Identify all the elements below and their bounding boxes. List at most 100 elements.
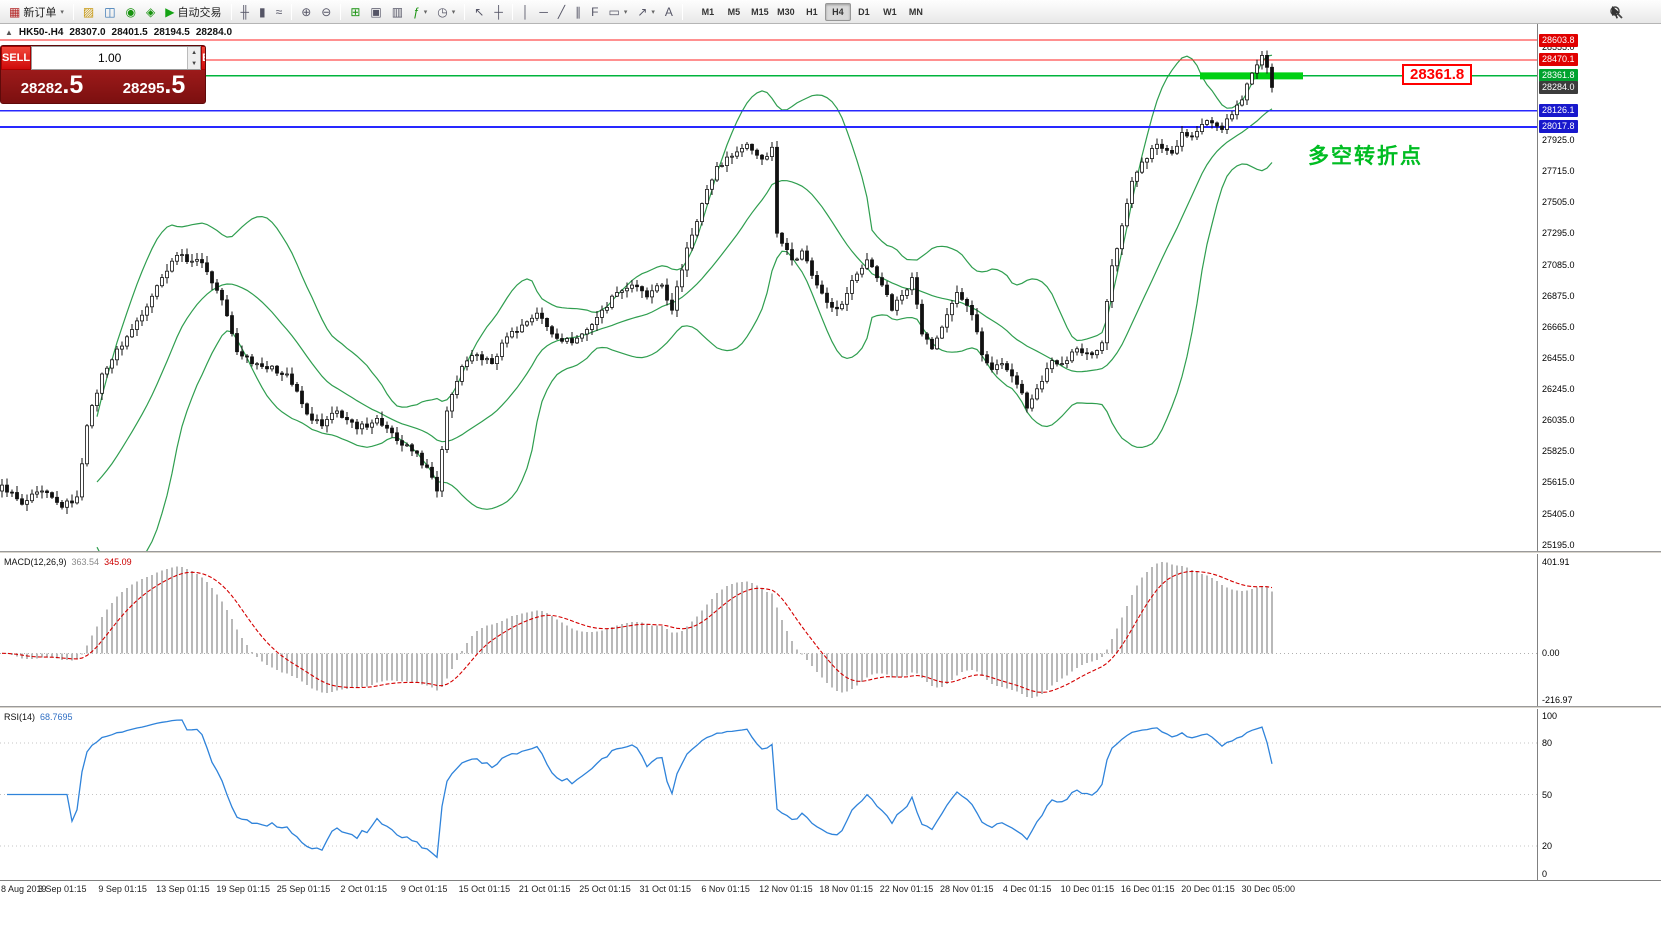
market-watch-button[interactable]: ◉ (121, 2, 141, 22)
candle-bull (995, 364, 999, 370)
candle-bear (20, 498, 24, 505)
horizontal-line-tool-button[interactable]: ─ (534, 2, 553, 22)
chart-bars-button[interactable]: ╫ (236, 2, 255, 22)
timeframe-h4[interactable]: H4 (824, 2, 851, 21)
timeframe-m30[interactable]: M30 (773, 3, 799, 21)
chart-line-button[interactable]: ≈ (271, 2, 288, 22)
timeframe-m1[interactable]: M1 (695, 3, 721, 21)
candle-bull (700, 203, 704, 223)
chart-candles-button[interactable]: ▮ (254, 2, 271, 22)
add-indicator-button[interactable]: ƒ ▾ (408, 2, 432, 22)
crosshair-tool-button[interactable]: ┼ (489, 2, 508, 22)
candle-bear (410, 444, 414, 452)
candle-bear (415, 450, 419, 454)
volume-step-down-button[interactable]: ▼ (188, 58, 201, 69)
tile-windows-icon: ⊞ (350, 4, 361, 19)
price-line-badge[interactable]: 28361.8 (1539, 69, 1578, 83)
bollinger-lower-band (96, 162, 1273, 551)
time-axis[interactable]: 8 Aug 2019 3 Sep 01:15 9 Sep 01:15 13 Sep 0… (0, 881, 1537, 947)
time-tick-label: 6 Nov 01:15 (701, 884, 750, 894)
buy-button[interactable]: BUY (201, 46, 205, 70)
candle-bull (740, 148, 744, 153)
price-line-badge[interactable]: 28017.8 (1539, 120, 1578, 134)
time-tick-label: 21 Oct 01:15 (518, 884, 571, 894)
fibonacci-tool-button[interactable]: F (586, 2, 603, 22)
candle-bear (480, 354, 484, 361)
timeframe-d1[interactable]: D1 (851, 3, 877, 21)
macd-histogram (6, 562, 1273, 698)
macd-panel[interactable] (0, 554, 1537, 706)
vertical-line-tool-button[interactable]: │ (517, 2, 535, 22)
arrows-tool-button[interactable]: ↗ ▾ (632, 2, 660, 22)
price-line-badge[interactable]: 28284.0 (1539, 80, 1578, 94)
candle-bear (980, 331, 984, 356)
new-chart-button[interactable]: ◫ (99, 2, 120, 22)
candle-bull (105, 367, 109, 375)
trendline-tool-button[interactable]: ╱ (553, 2, 570, 22)
candle-bear (755, 149, 759, 156)
candle-bear (70, 500, 74, 504)
ohlc-open: 28307.0 (69, 27, 106, 38)
cursor-tool-button[interactable]: ↖ (469, 2, 489, 22)
candle-bear (345, 416, 349, 421)
candle-bull (1255, 64, 1259, 74)
shapes-tool-button[interactable]: ▭ ▾ (603, 2, 632, 22)
candle-bear (635, 284, 639, 288)
zoom-out-button[interactable]: ⊖ (316, 2, 336, 22)
candle-bear (990, 362, 994, 370)
period-settings-button[interactable]: ◷ ▾ (432, 2, 460, 22)
cascade-windows-button[interactable]: ▣ (365, 2, 386, 22)
channel-tool-button[interactable]: ∥ (570, 2, 586, 22)
auto-trading-button[interactable]: ▶ 自动交易 (160, 2, 226, 22)
buy-price[interactable]: 28295 .5 (103, 70, 205, 103)
candle-bear (915, 277, 919, 305)
sell-price[interactable]: 28282 .5 (1, 70, 103, 103)
timeframe-m5[interactable]: M5 (721, 3, 747, 21)
zoom-in-button[interactable]: ⊕ (296, 2, 316, 22)
new-order-button[interactable]: ▦ 新订单 ▾ (4, 2, 69, 22)
candle-bull (155, 285, 159, 297)
timeframe-w1[interactable]: W1 (877, 3, 903, 21)
candle-bull (180, 254, 184, 257)
auto-trading-icon: ▶ (165, 4, 175, 19)
navigator-button[interactable]: ◈ (141, 2, 160, 22)
timeframe-m15[interactable]: M15 (747, 3, 773, 21)
candle-bear (225, 299, 229, 317)
arrange-windows-button[interactable]: ▥ (387, 2, 408, 22)
text-tool-button[interactable]: A (660, 2, 678, 22)
price-line-badge[interactable]: 28126.1 (1539, 104, 1578, 118)
tile-windows-button[interactable]: ⊞ (345, 2, 365, 22)
price-line-badge[interactable]: 28470.1 (1539, 53, 1578, 67)
volume-input[interactable] (32, 47, 188, 69)
candle-bull (270, 365, 274, 370)
annotation-note[interactable]: 多空转折点 (1308, 145, 1423, 168)
candle-bear (310, 413, 314, 421)
volume-step-up-button[interactable]: ▲ (188, 47, 201, 58)
macd-axis-zero: 0.00 (1542, 648, 1560, 659)
price-callout-label[interactable]: 28361.8 (1402, 64, 1473, 85)
candle-bull (375, 417, 379, 424)
candle-bull (765, 156, 769, 160)
timeframe-h1[interactable]: H1 (799, 3, 825, 21)
sell-button[interactable]: SELL (1, 46, 32, 70)
main-chart[interactable] (0, 24, 1537, 551)
candle-bear (355, 421, 359, 430)
price-line-badge[interactable]: 28603.8 (1539, 33, 1578, 47)
price-axis[interactable]: 28555.0 27925.0 27715.0 27505.0 27295.0 27085… (1537, 24, 1661, 881)
panel-separator[interactable] (0, 551, 1661, 554)
time-tick-label: 3 Sep 01:15 (38, 884, 87, 894)
candle-bear (365, 423, 369, 428)
candle-bull (25, 500, 29, 505)
candle-bull (655, 285, 659, 292)
candle-bear (515, 330, 519, 333)
candle-bull (1235, 104, 1239, 116)
panel-separator[interactable] (0, 706, 1661, 709)
quick-nav-button[interactable] (1612, 2, 1655, 22)
candle-bull (145, 306, 149, 316)
candle-bull (170, 260, 174, 272)
profiles-button[interactable]: ▨ (78, 2, 99, 22)
candle-bull (860, 267, 864, 275)
timeframe-mn[interactable]: MN (903, 3, 929, 21)
rsi-panel[interactable] (0, 709, 1537, 880)
one-click-panel-toggle-icon[interactable]: ▲ (5, 28, 13, 37)
